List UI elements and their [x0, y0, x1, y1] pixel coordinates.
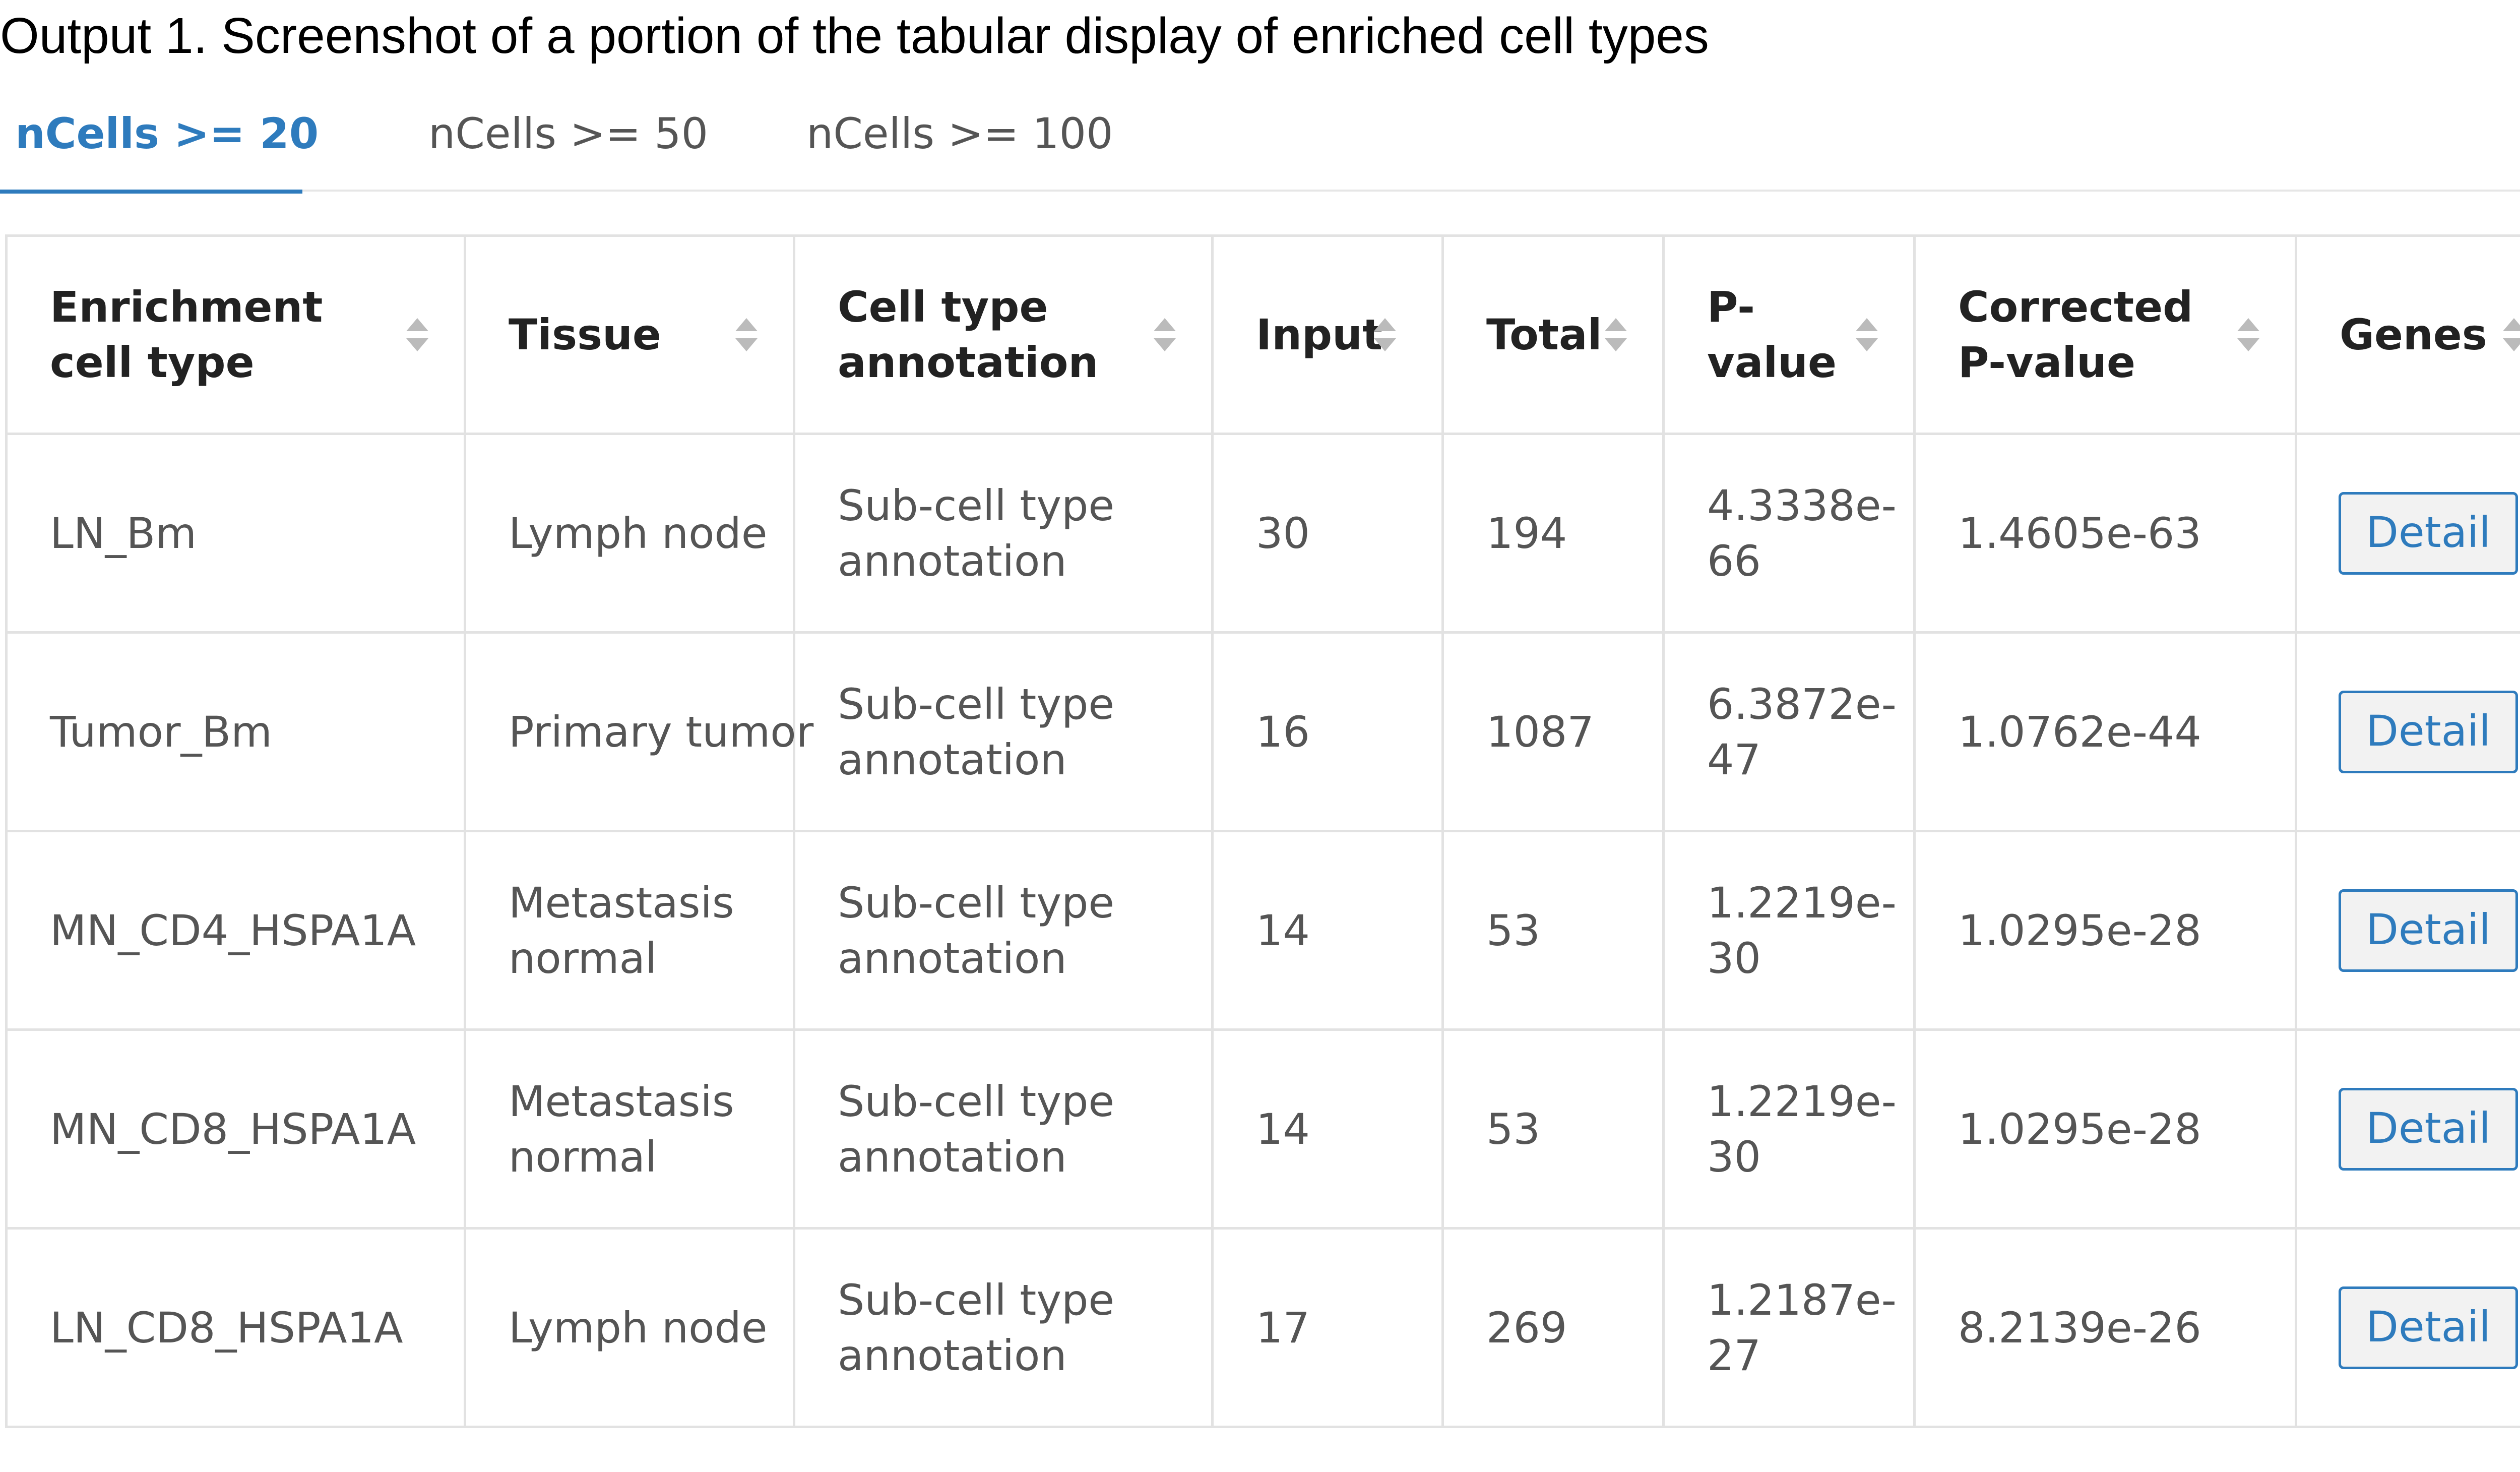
tab-ncells-100[interactable]: nCells >= 100 — [806, 109, 1113, 158]
detail-button[interactable]: Detail — [2339, 492, 2518, 575]
cell-p-value: 1.2187e-27 — [1662, 1227, 1916, 1428]
cell-genes: Detail — [2295, 1227, 2520, 1428]
cell-total: 53 — [1441, 1028, 1665, 1230]
cell-total: 194 — [1441, 433, 1665, 634]
cell-tissue: Metastasis normal — [464, 1028, 795, 1230]
table-row: Tumor_Bm Primary tumor Sub-cell type ann… — [5, 631, 2520, 832]
detail-button[interactable]: Detail — [2339, 889, 2518, 972]
cell-annotation: Sub-cell type annotation — [793, 1028, 1214, 1230]
detail-button[interactable]: Detail — [2339, 1087, 2518, 1171]
cell-genes: Detail — [2295, 1028, 2520, 1230]
column-header-input[interactable]: Input — [1211, 234, 1444, 435]
table-header-row: Enrichment cell type Tissue Cell type an… — [5, 234, 2520, 435]
cell-p-value: 6.3872e-47 — [1662, 631, 1916, 832]
filter-tabs: nCells >= 20 nCells >= 50 nCells >= 100 — [0, 96, 2520, 194]
cell-tissue: Lymph node — [464, 433, 795, 634]
column-header-cell-type-annotation[interactable]: Cell type annotation — [793, 234, 1214, 435]
cell-corrected-p-value: 1.0762e-44 — [1913, 631, 2297, 832]
cell-p-value: 4.3338e-66 — [1662, 433, 1916, 634]
cell-total: 1087 — [1441, 631, 1665, 832]
table-row: MN_CD4_HSPA1A Metastasis normal Sub-cell… — [5, 830, 2520, 1031]
cell-genes: Detail — [2295, 433, 2520, 634]
column-header-genes[interactable]: Genes — [2295, 234, 2520, 435]
cell-input: 16 — [1211, 631, 1444, 832]
column-header-corrected-p-value[interactable]: Corrected P-value — [1913, 234, 2297, 435]
cell-corrected-p-value: 1.0295e-28 — [1913, 830, 2297, 1031]
column-header-label: Input — [1256, 310, 1383, 359]
cell-p-value: 1.2219e-30 — [1662, 830, 1916, 1031]
table-row: LN_CD8_HSPA1A Lymph node Sub-cell type a… — [5, 1227, 2520, 1428]
detail-button[interactable]: Detail — [2339, 1286, 2518, 1369]
cell-enrichment-cell-type: LN_Bm — [5, 433, 466, 634]
cell-corrected-p-value: 8.2139e-26 — [1913, 1227, 2297, 1428]
cell-corrected-p-value: 1.4605e-63 — [1913, 433, 2297, 634]
cell-total: 53 — [1441, 830, 1665, 1031]
cell-genes: Detail — [2295, 830, 2520, 1031]
tab-ncells-20[interactable]: nCells >= 20 — [0, 96, 319, 194]
sort-icon[interactable] — [1154, 318, 1176, 351]
cell-input: 30 — [1211, 433, 1444, 634]
cell-genes: Detail — [2295, 631, 2520, 832]
column-header-p-value[interactable]: P-value — [1662, 234, 1916, 435]
cell-total: 269 — [1441, 1227, 1665, 1428]
cell-enrichment-cell-type: Tumor_Bm — [5, 631, 466, 832]
sort-icon[interactable] — [1605, 318, 1627, 351]
cell-input: 14 — [1211, 830, 1444, 1031]
sort-icon[interactable] — [2503, 318, 2520, 351]
cell-tissue: Lymph node — [464, 1227, 795, 1428]
column-header-label: Corrected P-value — [1958, 282, 2193, 387]
column-header-tissue[interactable]: Tissue — [464, 234, 795, 435]
table-row: LN_Bm Lymph node Sub-cell type annotatio… — [5, 433, 2520, 634]
cell-corrected-p-value: 1.0295e-28 — [1913, 1028, 2297, 1230]
column-header-label: Genes — [2340, 310, 2487, 359]
column-header-label: Total — [1486, 310, 1602, 359]
cell-p-value: 1.2219e-30 — [1662, 1028, 1916, 1230]
enrichment-table: Enrichment cell type Tissue Cell type an… — [5, 234, 2520, 1428]
cell-annotation: Sub-cell type annotation — [793, 830, 1214, 1031]
sort-icon[interactable] — [406, 318, 428, 351]
cell-tissue: Metastasis normal — [464, 830, 795, 1031]
column-header-label: Cell type annotation — [838, 282, 1099, 387]
sort-icon[interactable] — [1856, 318, 1878, 351]
cell-enrichment-cell-type: LN_CD8_HSPA1A — [5, 1227, 466, 1428]
detail-button[interactable]: Detail — [2339, 690, 2518, 773]
column-header-label: Tissue — [509, 310, 661, 359]
cell-annotation: Sub-cell type annotation — [793, 631, 1214, 832]
table-row: MN_CD8_HSPA1A Metastasis normal Sub-cell… — [5, 1028, 2520, 1230]
column-header-enrichment-cell-type[interactable]: Enrichment cell type — [5, 234, 466, 435]
column-header-label: Enrichment cell type — [50, 282, 323, 387]
cell-enrichment-cell-type: MN_CD4_HSPA1A — [5, 830, 466, 1031]
cell-input: 14 — [1211, 1028, 1444, 1230]
sort-icon[interactable] — [1374, 318, 1396, 351]
cell-annotation: Sub-cell type annotation — [793, 433, 1214, 634]
figure-caption: Output 1. Screenshot of a portion of the… — [0, 8, 1709, 64]
cell-enrichment-cell-type: MN_CD8_HSPA1A — [5, 1028, 466, 1230]
cell-annotation: Sub-cell type annotation — [793, 1227, 1214, 1428]
cell-input: 17 — [1211, 1227, 1444, 1428]
sort-icon[interactable] — [735, 318, 758, 351]
column-header-total[interactable]: Total — [1441, 234, 1665, 435]
column-header-label: P-value — [1707, 282, 1837, 387]
tab-ncells-50[interactable]: nCells >= 50 — [428, 109, 709, 158]
sort-icon[interactable] — [2237, 318, 2259, 351]
cell-tissue: Primary tumor — [464, 631, 813, 832]
